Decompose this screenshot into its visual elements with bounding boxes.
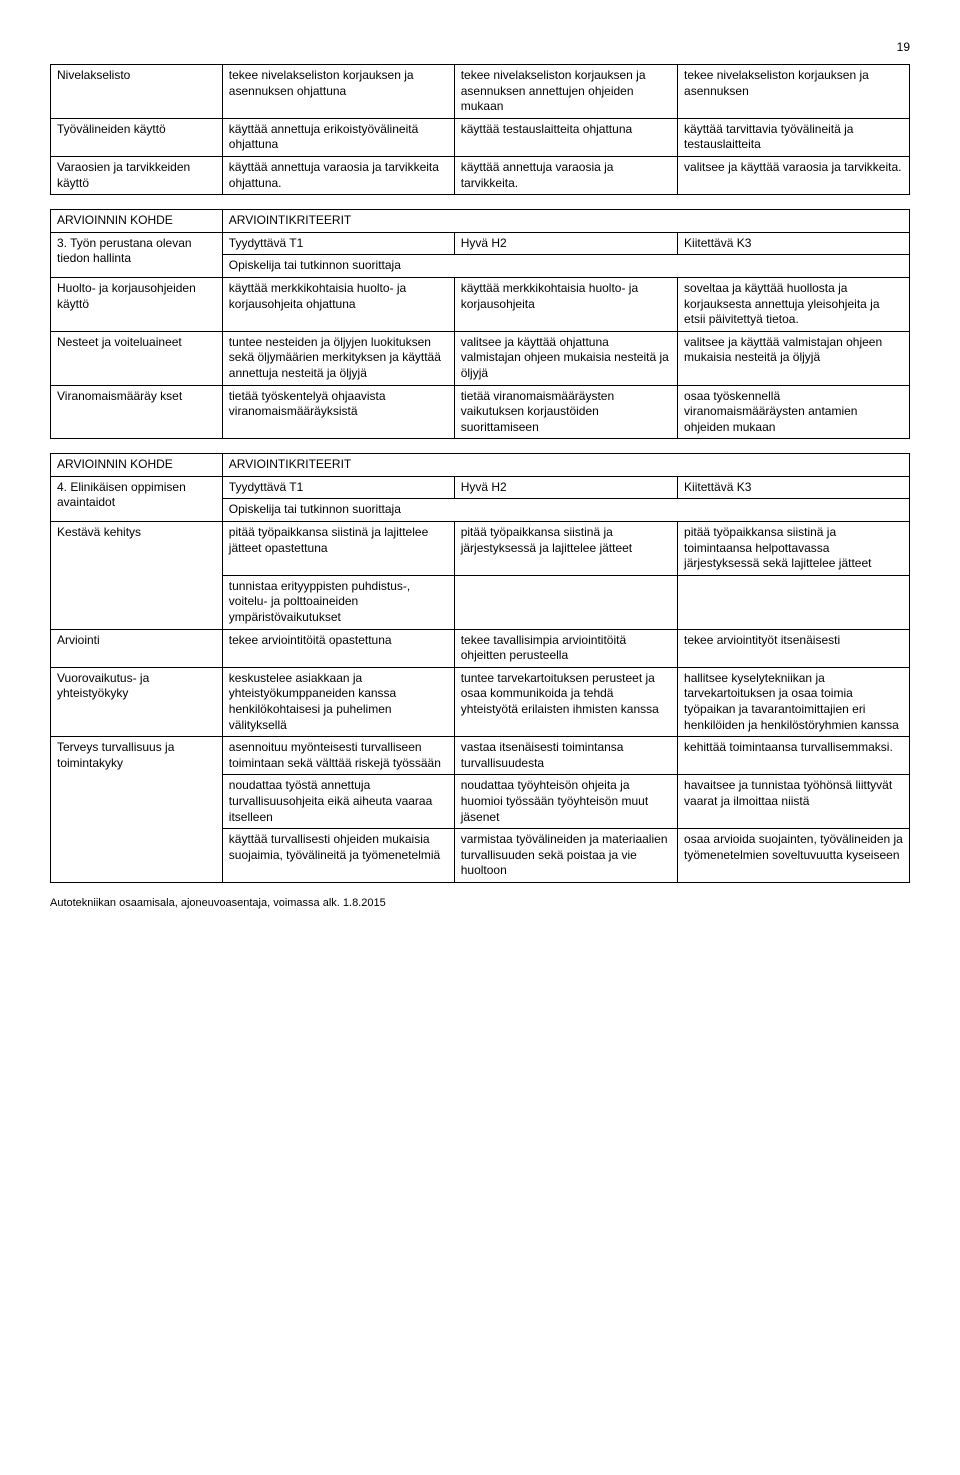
cell-label: Varaosien ja tarvikkeiden käyttö [51,156,223,194]
footer-text: Autotekniikan osaamisala, ajoneuvoasenta… [50,897,910,909]
table-row: 4. Elinikäisen oppimisen avaintaidot Tyy… [51,476,910,499]
cell-c2: tietää viranomaismääräysten vaikutuksen … [454,385,677,439]
cell-c1: käyttää annettuja varaosia ja tarvikkeit… [222,156,454,194]
cell-h2: Hyvä H2 [454,232,677,255]
table-row: Arviointitekee arviointitöitä opastettun… [51,629,910,667]
cell-c2: noudattaa työyhteisön ohjeita ja huomioi… [454,775,677,829]
cell-criteria: ARVIOINTIKRITEERIT [222,210,909,233]
table-row: ARVIOINNIN KOHDE ARVIOINTIKRITEERIT [51,454,910,477]
cell-c3: havaitsee ja tunnistaa työhönsä liittyvä… [678,775,910,829]
cell-label: 3. Työn perustana olevan tiedon hallinta [51,232,223,277]
table-row: 3. Työn perustana olevan tiedon hallinta… [51,232,910,255]
cell-c2: valitsee ja käyttää ohjattuna valmistaja… [454,331,677,385]
cell-c3: käyttää tarvittavia työvälineitä ja test… [678,118,910,156]
cell-c3: soveltaa ja käyttää huollosta ja korjauk… [678,277,910,331]
cell-c2: tekee tavallisimpia arviointitöitä ohjei… [454,629,677,667]
cell-label: 4. Elinikäisen oppimisen avaintaidot [51,476,223,521]
table-row: Nesteet ja voiteluaineettuntee nesteiden… [51,331,910,385]
cell-c1: noudattaa työstä annettuja turvallisuuso… [222,775,454,829]
table-row: Vuorovaikutus- ja yhteistyökykykeskustel… [51,667,910,736]
cell-label: ARVIOINNIN KOHDE [51,454,223,477]
cell-c1: tekee arviointitöitä opastettuna [222,629,454,667]
cell-c3: osaa työskennellä viranomaismääräysten a… [678,385,910,439]
cell-c3: valitsee ja käyttää varaosia ja tarvikke… [678,156,910,194]
cell-c1: asennoituu myönteisesti turvalliseen toi… [222,737,454,775]
table-row: Nivelakselistotekee nivelakseliston korj… [51,65,910,119]
cell-label: ARVIOINNIN KOHDE [51,210,223,233]
cell-criteria: ARVIOINTIKRITEERIT [222,454,909,477]
table-row: Viranomaismääräy ksettietää työskentelyä… [51,385,910,439]
cell-c1: käyttää turvallisesti ohjeiden mukaisia … [222,829,454,883]
cell-c2 [454,575,677,629]
cell-label: Viranomaismääräy kset [51,385,223,439]
table-row: Huolto- ja korjausohjeiden käyttökäyttää… [51,277,910,331]
cell-c2: käyttää annettuja varaosia ja tarvikkeit… [454,156,677,194]
cell-c2: tuntee tarvekartoituksen perusteet ja os… [454,667,677,736]
cell-c2: pitää työpaikkansa siistinä ja järjestyk… [454,522,677,576]
cell-c2: käyttää merkkikohtaisia huolto- ja korja… [454,277,677,331]
cell-c2: varmistaa työvälineiden ja materiaalien … [454,829,677,883]
cell-c2: käyttää testauslaitteita ohjattuna [454,118,677,156]
cell-c3: kehittää toimintaansa turvallisemmaksi. [678,737,910,775]
cell-c3: pitää työpaikkansa siistinä ja toimintaa… [678,522,910,576]
cell-label: Työvälineiden käyttö [51,118,223,156]
table-row: Työvälineiden käyttökäyttää annettuja er… [51,118,910,156]
table-1: Nivelakselistotekee nivelakseliston korj… [50,64,910,195]
cell-c2: tekee nivelakseliston korjauksen ja asen… [454,65,677,119]
cell-c3: valitsee ja käyttää valmistajan ohjeen m… [678,331,910,385]
cell-sub: Opiskelija tai tutkinnon suorittaja [222,255,909,278]
page-number: 19 [50,40,910,54]
cell-c1: tekee nivelakseliston korjauksen ja asen… [222,65,454,119]
cell-c1: keskustelee asiakkaan ja yhteistyökumppa… [222,667,454,736]
cell-label: Kestävä kehitys [51,522,223,630]
cell-c1: käyttää annettuja erikoistyövälineitä oh… [222,118,454,156]
table-3: ARVIOINNIN KOHDE ARVIOINTIKRITEERIT 4. E… [50,453,910,883]
cell-c3 [678,575,910,629]
cell-c1: tuntee nesteiden ja öljyjen luokituksen … [222,331,454,385]
cell-c1: pitää työpaikkansa siistinä ja lajittele… [222,522,454,576]
cell-c3: tekee nivelakseliston korjauksen ja asen… [678,65,910,119]
cell-t1: Tyydyttävä T1 [222,232,454,255]
cell-c3: hallitsee kyselytekniikan ja tarvekartoi… [678,667,910,736]
cell-sub: Opiskelija tai tutkinnon suorittaja [222,499,909,522]
cell-c3: osaa arvioida suojainten, työvälineiden … [678,829,910,883]
cell-label: Nesteet ja voiteluaineet [51,331,223,385]
cell-k3: Kiitettävä K3 [678,476,910,499]
cell-c1: tunnistaa erityyppisten puhdistus-, voit… [222,575,454,629]
cell-label: Nivelakselisto [51,65,223,119]
cell-t1: Tyydyttävä T1 [222,476,454,499]
table-row: Kestävä kehityspitää työpaikkansa siisti… [51,522,910,576]
cell-c3: tekee arviointityöt itsenäisesti [678,629,910,667]
table-2: ARVIOINNIN KOHDE ARVIOINTIKRITEERIT 3. T… [50,209,910,439]
cell-label: Vuorovaikutus- ja yhteistyökyky [51,667,223,736]
cell-label: Arviointi [51,629,223,667]
table-row: Varaosien ja tarvikkeiden käyttökäyttää … [51,156,910,194]
cell-c1: käyttää merkkikohtaisia huolto- ja korja… [222,277,454,331]
cell-c2: vastaa itsenäisesti toimintansa turvalli… [454,737,677,775]
cell-h2: Hyvä H2 [454,476,677,499]
cell-label: Huolto- ja korjausohjeiden käyttö [51,277,223,331]
cell-k3: Kiitettävä K3 [678,232,910,255]
cell-label: Terveys turvallisuus ja toimintakyky [51,737,223,883]
table-row: ARVIOINNIN KOHDE ARVIOINTIKRITEERIT [51,210,910,233]
table-row: Terveys turvallisuus ja toimintakykyasen… [51,737,910,775]
cell-c1: tietää työskentelyä ohjaavista viranomai… [222,385,454,439]
